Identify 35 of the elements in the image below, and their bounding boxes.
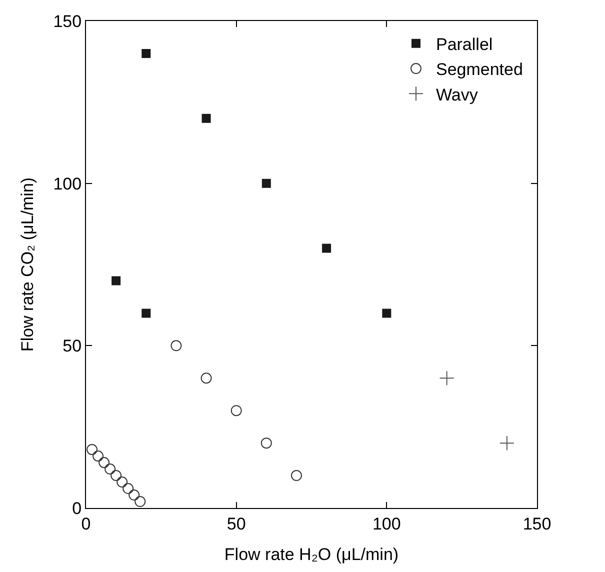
point bbox=[86, 444, 98, 456]
point bbox=[142, 308, 151, 318]
point bbox=[170, 340, 182, 352]
y-axis-title: Flow rate CO₂ (μL/min) bbox=[18, 177, 37, 352]
point bbox=[200, 372, 212, 384]
y-tick-label: 100 bbox=[53, 174, 82, 194]
point bbox=[98, 457, 110, 468]
point bbox=[122, 483, 134, 494]
point bbox=[134, 496, 146, 508]
y-tick-label: 150 bbox=[53, 12, 82, 31]
point bbox=[110, 470, 122, 482]
point bbox=[439, 370, 454, 386]
point bbox=[499, 436, 514, 451]
point bbox=[202, 114, 211, 123]
y-tick-label: 50 bbox=[62, 336, 82, 356]
point bbox=[382, 308, 392, 318]
point bbox=[116, 476, 128, 488]
x-tick-label: 150 bbox=[522, 514, 552, 534]
point bbox=[230, 405, 242, 416]
point bbox=[290, 470, 302, 482]
point bbox=[112, 276, 121, 286]
point bbox=[262, 178, 271, 188]
x-axis-title: Flow rate H₂O (μL/min) bbox=[224, 544, 399, 564]
legend-label: Wavy bbox=[436, 85, 478, 104]
x-tick-label: 50 bbox=[226, 514, 246, 534]
y-tick-label: 0 bbox=[72, 498, 82, 518]
point bbox=[322, 244, 332, 253]
point bbox=[104, 464, 116, 475]
point bbox=[128, 490, 140, 501]
point bbox=[142, 48, 151, 58]
legend-label: Parallel bbox=[436, 35, 493, 54]
point bbox=[92, 450, 104, 462]
point bbox=[260, 438, 272, 449]
legend-label: Segmented bbox=[436, 60, 523, 80]
x-tick-label: 100 bbox=[372, 514, 401, 534]
